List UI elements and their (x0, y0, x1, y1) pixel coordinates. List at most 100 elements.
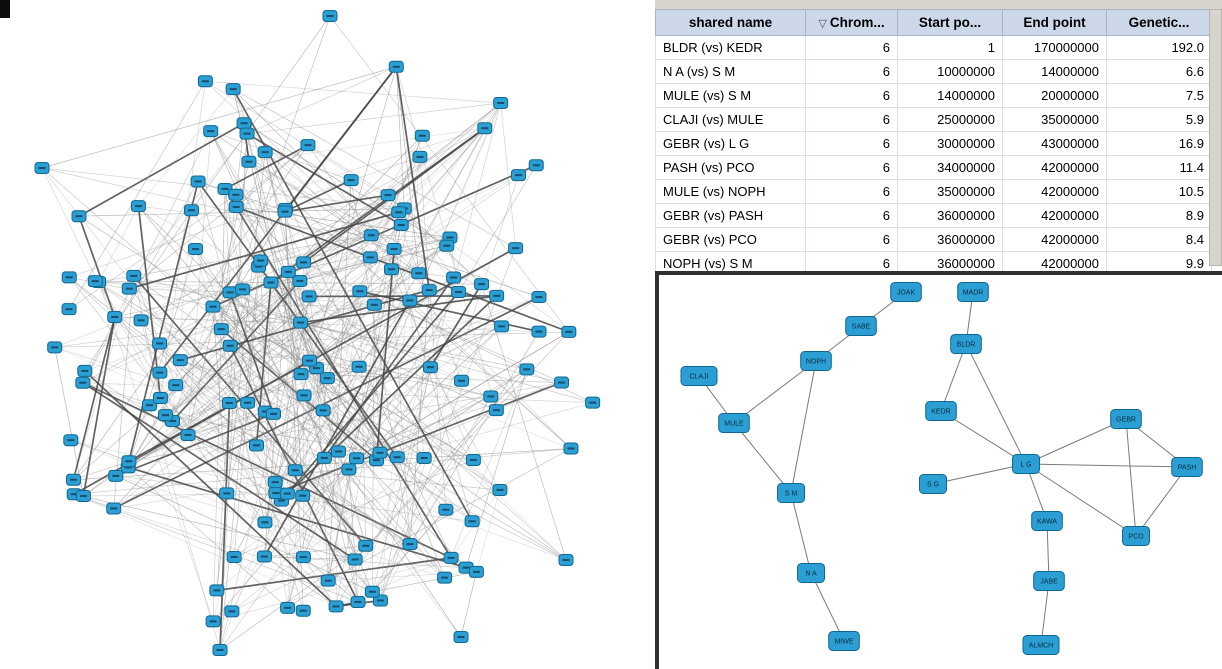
column-header-chromosome[interactable]: ▽ Chrom... (805, 9, 898, 36)
table-cell[interactable]: 6 (805, 59, 898, 84)
network-node[interactable] (558, 554, 574, 566)
node-KAWA[interactable]: KAWA (1031, 511, 1063, 531)
network-node[interactable] (248, 439, 264, 452)
network-node[interactable] (494, 320, 510, 333)
network-node[interactable] (341, 463, 357, 476)
network-node[interactable] (172, 354, 188, 367)
network-node[interactable] (416, 451, 432, 464)
column-header-genetic[interactable]: Genetic... (1106, 9, 1212, 36)
network-node[interactable] (453, 631, 469, 643)
network-node[interactable] (152, 392, 168, 405)
network-node[interactable] (301, 290, 317, 303)
network-edge[interactable] (1125, 418, 1137, 537)
network-node[interactable] (454, 374, 470, 387)
network-node[interactable] (492, 483, 508, 496)
network-node[interactable] (121, 455, 137, 468)
network-node[interactable] (277, 205, 293, 218)
table-row[interactable]: GEBR (vs) PCO 6 36000000 42000000 8.4 (655, 227, 1212, 252)
network-edge[interactable] (932, 463, 1027, 485)
table-cell[interactable]: GEBR (vs) PCO (655, 227, 806, 252)
table-cell[interactable]: 6 (805, 83, 898, 108)
network-node[interactable] (519, 363, 535, 376)
network-node[interactable] (439, 239, 455, 252)
table-cell[interactable]: 8.9 (1106, 203, 1212, 228)
table-vertical-scrollbar[interactable] (1209, 9, 1222, 266)
network-node[interactable] (75, 489, 91, 502)
network-node[interactable] (585, 396, 601, 409)
table-cell[interactable]: 1 (897, 35, 1003, 60)
table-row[interactable]: N A (vs) S M 6 10000000 14000000 6.6 (655, 59, 1212, 84)
network-node[interactable] (130, 200, 146, 213)
network-node[interactable] (389, 451, 405, 464)
network-node[interactable] (63, 434, 79, 447)
network-node[interactable] (213, 323, 229, 336)
network-node[interactable] (350, 596, 366, 608)
network-node[interactable] (563, 442, 579, 455)
table-cell[interactable]: 36000000 (897, 227, 1003, 252)
network-node[interactable] (280, 265, 296, 278)
network-edge[interactable] (1025, 463, 1137, 537)
network-node[interactable] (219, 487, 235, 500)
network-node[interactable] (554, 376, 570, 389)
table-cell[interactable]: 6.6 (1106, 59, 1212, 84)
network-node[interactable] (477, 122, 493, 135)
network-node[interactable] (380, 189, 396, 202)
table-row[interactable]: PASH (vs) PCO 6 34000000 42000000 11.4 (655, 155, 1212, 180)
network-node[interactable] (422, 361, 438, 374)
table-cell[interactable]: 11.4 (1106, 155, 1212, 180)
network-node[interactable] (388, 60, 404, 73)
network-node[interactable] (331, 445, 347, 458)
network-node[interactable] (87, 275, 103, 288)
network-node[interactable] (465, 453, 481, 466)
table-cell[interactable]: 7.5 (1106, 83, 1212, 108)
network-node[interactable] (362, 251, 378, 264)
table-cell[interactable]: 6 (805, 155, 898, 180)
network-node[interactable] (71, 210, 87, 223)
table-cell[interactable]: 6 (805, 179, 898, 204)
network-edge[interactable] (733, 422, 792, 494)
network-node[interactable] (438, 503, 454, 516)
table-row[interactable]: GEBR (vs) L G 6 30000000 43000000 16.9 (655, 131, 1212, 156)
network-node[interactable] (228, 200, 244, 213)
network-node[interactable] (296, 389, 312, 402)
table-cell[interactable]: 42000000 (1002, 155, 1107, 180)
network-node[interactable] (180, 428, 196, 441)
table-cell[interactable]: 6 (805, 227, 898, 252)
network-node[interactable] (320, 574, 336, 587)
table-cell[interactable]: 25000000 (897, 107, 1003, 132)
network-node[interactable] (152, 337, 168, 350)
network-node[interactable] (358, 539, 374, 552)
network-node[interactable] (296, 256, 312, 269)
network-node[interactable] (256, 550, 272, 563)
network-node[interactable] (212, 644, 228, 656)
node-MIWE[interactable]: MIWE (828, 631, 860, 651)
network-node[interactable] (488, 404, 504, 417)
network-node[interactable] (222, 286, 238, 299)
network-edge[interactable] (733, 360, 817, 424)
network-node[interactable] (295, 604, 311, 617)
network-edge[interactable] (790, 492, 812, 574)
network-node[interactable] (322, 10, 338, 22)
table-cell[interactable]: 6 (805, 107, 898, 132)
network-node[interactable] (221, 396, 237, 409)
node-GEBR[interactable]: GEBR (1110, 409, 1142, 429)
node-SABE[interactable]: SABE (845, 316, 877, 336)
main-network-view[interactable] (6, 0, 654, 669)
network-node[interactable] (224, 605, 240, 618)
network-node[interactable] (302, 354, 318, 367)
network-node[interactable] (414, 129, 430, 142)
node-S G[interactable]: S G (919, 474, 947, 494)
table-cell[interactable]: 35000000 (897, 179, 1003, 204)
network-node[interactable] (295, 489, 311, 502)
network-node[interactable] (366, 298, 382, 311)
table-cell[interactable]: 8.4 (1106, 227, 1212, 252)
table-row[interactable]: MULE (vs) NOPH 6 35000000 42000000 10.5 (655, 179, 1212, 204)
network-node[interactable] (351, 360, 367, 373)
network-node[interactable] (292, 274, 308, 287)
network-edge[interactable] (1040, 580, 1050, 646)
network-node[interactable] (209, 584, 225, 597)
network-node[interactable] (468, 565, 484, 578)
network-node[interactable] (226, 550, 242, 563)
network-node[interactable] (107, 310, 123, 323)
table-cell[interactable]: GEBR (vs) L G (655, 131, 806, 156)
